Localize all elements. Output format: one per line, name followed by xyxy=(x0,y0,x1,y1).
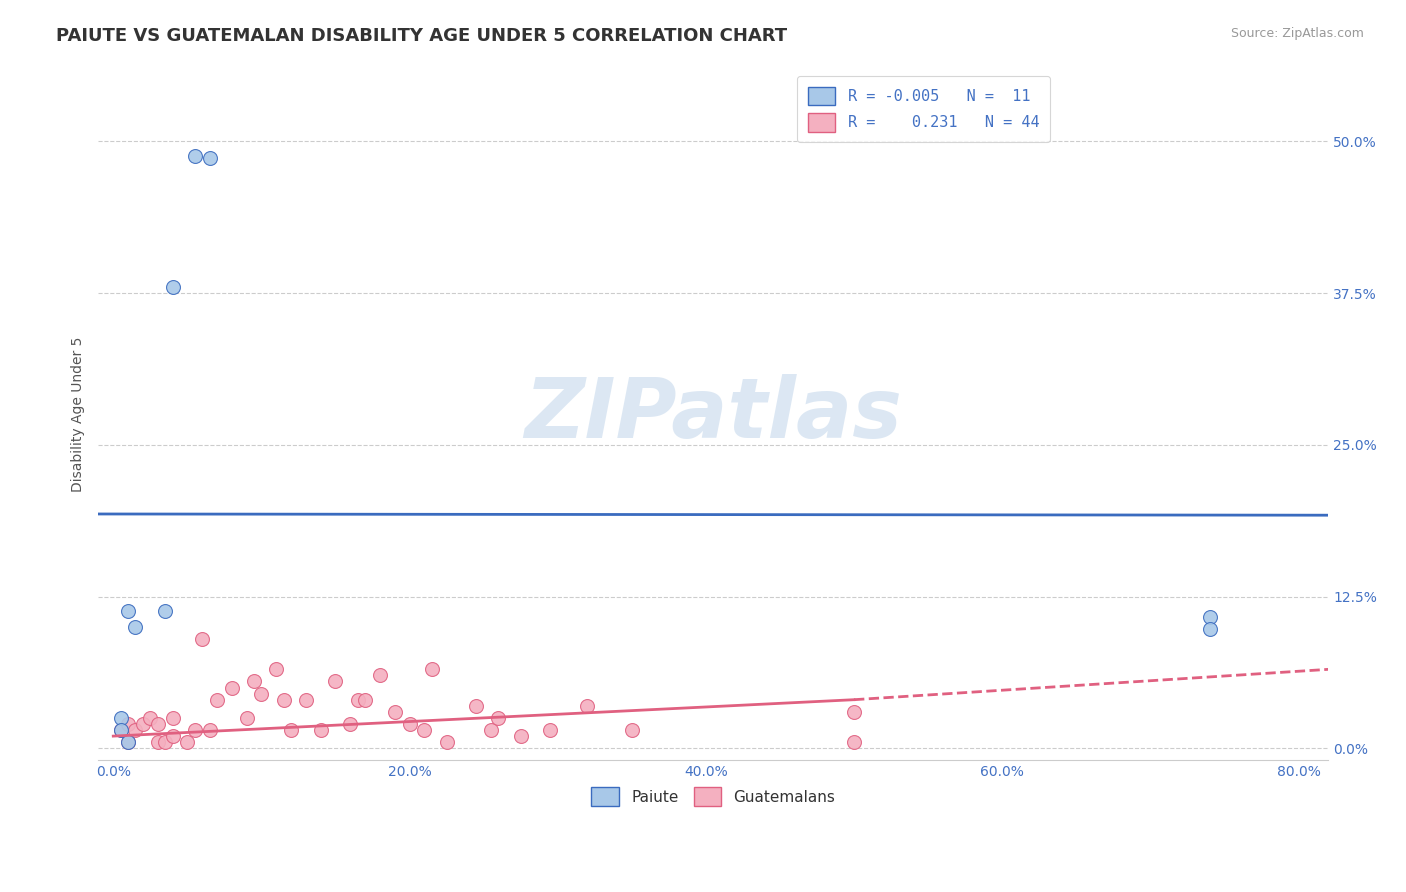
Point xyxy=(117,604,139,618)
Point xyxy=(1198,622,1220,636)
Point xyxy=(184,723,207,737)
Point xyxy=(346,692,368,706)
Point xyxy=(413,723,436,737)
Point xyxy=(479,723,502,737)
Point xyxy=(398,717,420,731)
Point xyxy=(309,723,332,737)
Point xyxy=(162,729,184,743)
Point xyxy=(339,717,361,731)
Point xyxy=(325,674,347,689)
Point xyxy=(124,620,146,634)
Legend: Paiute, Guatemalans: Paiute, Guatemalans xyxy=(582,778,845,815)
Point xyxy=(235,711,257,725)
Y-axis label: Disability Age Under 5: Disability Age Under 5 xyxy=(72,337,86,492)
Point xyxy=(250,687,273,701)
Point xyxy=(620,723,643,737)
Text: PAIUTE VS GUATEMALAN DISABILITY AGE UNDER 5 CORRELATION CHART: PAIUTE VS GUATEMALAN DISABILITY AGE UNDE… xyxy=(56,27,787,45)
Point xyxy=(198,152,221,166)
Point xyxy=(153,604,176,618)
Point xyxy=(191,632,214,646)
Point xyxy=(110,711,132,725)
Point xyxy=(184,149,207,163)
Point xyxy=(354,692,377,706)
Point xyxy=(576,698,599,713)
Point xyxy=(117,735,139,749)
Text: Source: ZipAtlas.com: Source: ZipAtlas.com xyxy=(1230,27,1364,40)
Point xyxy=(264,662,287,676)
Point xyxy=(280,723,302,737)
Point xyxy=(146,717,169,731)
Point xyxy=(842,735,865,749)
Point xyxy=(488,711,510,725)
Point xyxy=(420,662,443,676)
Point xyxy=(368,668,391,682)
Point xyxy=(162,711,184,725)
Point xyxy=(465,698,488,713)
Point xyxy=(132,717,155,731)
Point xyxy=(295,692,318,706)
Point xyxy=(842,705,865,719)
Point xyxy=(273,692,295,706)
Point xyxy=(117,717,139,731)
Point xyxy=(436,735,458,749)
Point xyxy=(509,729,531,743)
Point xyxy=(162,280,184,294)
Point xyxy=(153,735,176,749)
Point xyxy=(221,681,243,695)
Point xyxy=(110,723,132,737)
Point xyxy=(243,674,266,689)
Text: ZIPatlas: ZIPatlas xyxy=(524,374,903,455)
Point xyxy=(198,723,221,737)
Point xyxy=(176,735,198,749)
Point xyxy=(110,723,132,737)
Point xyxy=(205,692,228,706)
Point xyxy=(384,705,406,719)
Point xyxy=(124,723,146,737)
Point xyxy=(1198,610,1220,624)
Point xyxy=(117,735,139,749)
Point xyxy=(146,735,169,749)
Point xyxy=(538,723,561,737)
Point xyxy=(139,711,162,725)
